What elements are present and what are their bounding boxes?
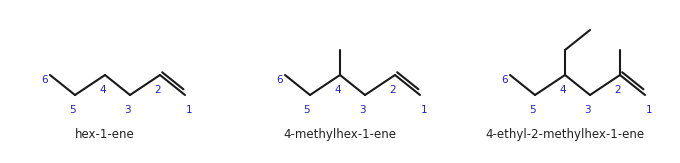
Text: 6: 6 [41, 75, 48, 85]
Text: 6: 6 [502, 75, 509, 85]
Text: 5: 5 [69, 105, 75, 115]
Text: 3: 3 [583, 105, 590, 115]
Text: hex-1-ene: hex-1-ene [75, 128, 135, 141]
Text: 2: 2 [615, 85, 622, 95]
Text: 3: 3 [358, 105, 365, 115]
Text: 4-ethyl-2-methylhex-1-ene: 4-ethyl-2-methylhex-1-ene [486, 128, 645, 141]
Text: 4-methylhex-1-ene: 4-methylhex-1-ene [284, 128, 396, 141]
Text: 5: 5 [528, 105, 535, 115]
Text: 5: 5 [304, 105, 310, 115]
Text: 4: 4 [335, 85, 341, 95]
Text: 2: 2 [154, 85, 161, 95]
Text: 3: 3 [124, 105, 131, 115]
Text: 1: 1 [186, 105, 192, 115]
Text: 4: 4 [100, 85, 106, 95]
Text: 1: 1 [421, 105, 427, 115]
Text: 6: 6 [277, 75, 284, 85]
Text: 4: 4 [560, 85, 566, 95]
Text: 2: 2 [390, 85, 396, 95]
Text: 1: 1 [646, 105, 652, 115]
